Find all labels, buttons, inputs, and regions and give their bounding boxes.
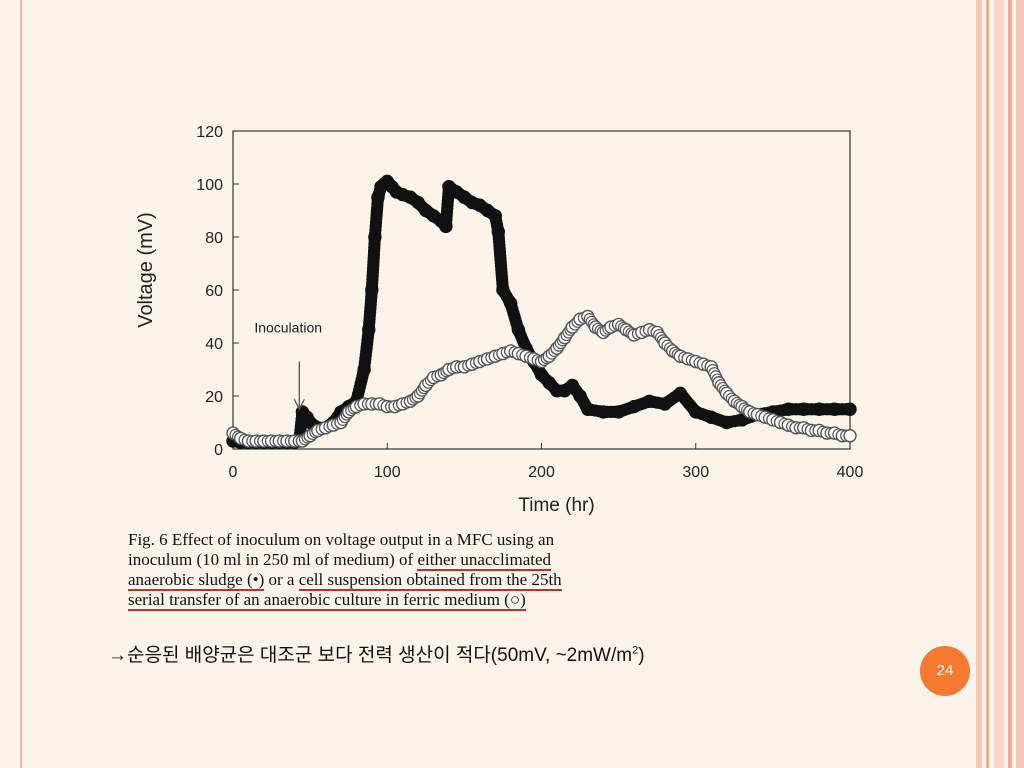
right-border-bands [976,0,1024,768]
caption-underline-unacclimated: either unacclimated [417,550,552,571]
y-tick-label: 100 [196,177,223,194]
x-axis-label: Time (hr) [518,495,594,516]
caption-line-2a: inoculum (10 ml in 250 ml of medium) of [128,550,418,569]
y-tick-label: 0 [214,442,223,459]
inoculation-arrow [293,361,305,411]
x-tick-label: 400 [837,464,864,481]
y-axis-label: Voltage (mV) [135,212,157,328]
caption-underline-serial-transfer: serial transfer of an anaerobic culture … [128,590,526,611]
left-border-rule [20,0,22,768]
note-tail: ) [638,645,645,666]
arrow-head [293,398,305,411]
caption-line-1: Fig. 6 Effect of inoculum on voltage out… [128,530,555,549]
x-tick-label: 300 [682,464,709,481]
caption-line-3: anaerobic sludge (•) or a cell suspensio… [128,570,888,591]
page-number-badge: 24 [920,646,970,696]
x-tick-label: 0 [229,464,238,481]
y-tick-label: 60 [205,283,223,300]
x-tick-label: 100 [374,464,401,481]
series-1-point [843,402,857,416]
note-text: →순응된 배양균은 대조군 보다 전력 생산이 적다(50mV, ~2mW/m [108,645,633,666]
y-tick-label: 20 [205,389,223,406]
inoculation-annotation: Inoculation [254,319,322,335]
voltage-chart: 0 20 40 60 80 100 120 0 100 200 300 400 Voltage (mV… [135,124,864,516]
y-tick-label: 40 [205,336,223,353]
caption-underline-cell-suspension: cell suspension obtained from the 25th [298,570,562,591]
slide-note: →순응된 배양균은 대조군 보다 전력 생산이 적다(50mV, ~2mW/m2… [108,640,645,667]
note-superscript: 2 [632,644,639,657]
caption-line-3b: or a [264,570,299,589]
plot-frame [232,130,851,450]
x-tick-label: 200 [528,464,555,481]
y-tick-label: 120 [196,124,223,141]
series-2-point [843,429,857,443]
caption-underline-sludge: anaerobic sludge (•) [128,570,265,591]
caption-line-4: serial transfer of an anaerobic culture … [128,590,888,611]
caption-line-2: inoculum (10 ml in 250 ml of medium) of … [128,550,888,571]
figure-caption: Fig. 6 Effect of inoculum on voltage out… [128,530,888,611]
y-tick-label: 80 [205,230,223,247]
